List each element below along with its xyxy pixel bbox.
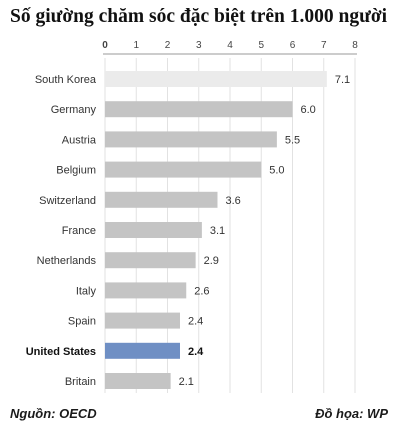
data-label: 2.1 [179,376,194,388]
data-label: 5.5 [285,134,300,146]
x-tick-label: 5 [258,40,264,51]
category-label: South Korea [35,74,97,86]
x-tick-label: 2 [165,40,171,51]
category-label: Spain [68,316,96,328]
bar [105,252,196,269]
data-label: 3.1 [210,225,225,237]
category-label: Italy [76,285,97,297]
x-tick-label: 0 [102,40,108,51]
bar-chart: 0 1 2 3 4 5 6 7 8 South Korea 7.1 Germany 6.0 Austria… [26,40,358,393]
bar [105,101,293,118]
x-tick-label: 6 [290,40,296,51]
x-tick-label: 8 [352,40,358,51]
category-label: Germany [51,104,97,116]
x-tick-label: 1 [133,40,139,51]
data-label: 3.6 [226,195,241,207]
category-label: France [62,225,96,237]
category-label: Belgium [56,165,96,177]
data-label: 2.6 [194,285,209,297]
category-label: Britain [65,376,96,388]
bar [105,71,327,87]
x-tick-label: 4 [227,40,233,51]
data-label: 2.9 [204,255,219,267]
bar [105,131,277,148]
category-label: Austria [62,134,97,146]
category-label: United States [26,346,96,358]
data-label: 7.1 [335,74,350,86]
data-label: 5.0 [269,165,284,177]
bar [105,282,187,299]
graphic-credit: Đồ họa: WP [315,406,388,421]
chart-title: Số giường chăm sóc đặc biệt trên 1.000 n… [10,6,388,27]
x-tick-label: 7 [321,40,327,51]
category-label: Netherlands [37,255,97,267]
bar [105,222,202,238]
data-label: 2.4 [188,316,203,328]
bar [105,373,171,389]
bar [105,191,218,208]
bar [105,312,180,329]
data-label: 2.4 [188,346,204,358]
bar [105,342,180,359]
source-note: Nguồn: OECD [10,406,97,421]
category-label: Switzerland [39,195,96,207]
bar [105,161,262,178]
data-label: 6.0 [301,104,316,116]
x-tick-label: 3 [196,40,202,51]
